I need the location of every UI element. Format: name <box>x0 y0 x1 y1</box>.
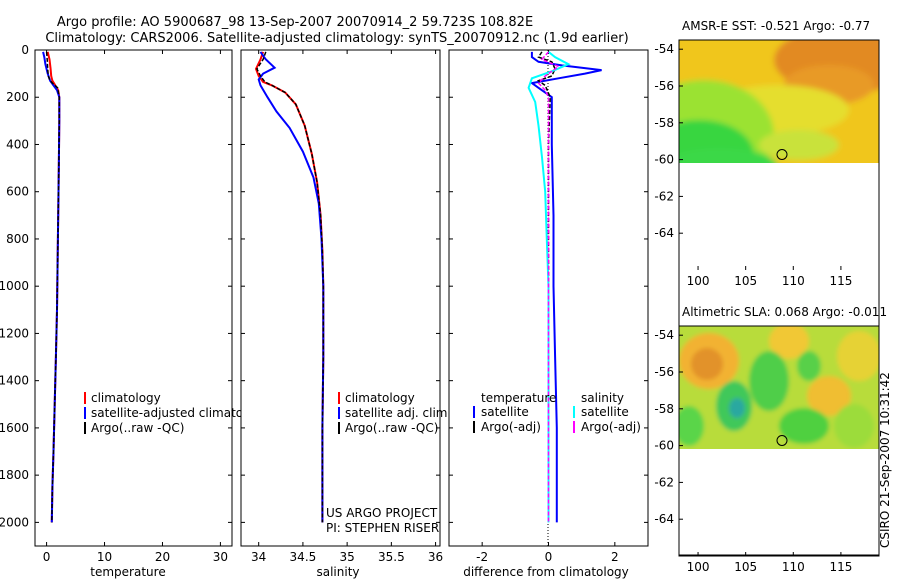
sst-profile-marker <box>776 149 788 160</box>
sst-map-title: AMSR-E SST: -0.521 Argo: -0.77 <box>682 19 870 33</box>
y-tick-label: -54 <box>654 328 674 342</box>
sla-field <box>679 326 879 449</box>
x-tick-label: 35 <box>339 550 354 564</box>
y-tick-label: -58 <box>654 116 674 130</box>
sla-map-ticks: 100 105 110 115 -54 -56 -58 -60 -62 -64 <box>654 328 852 574</box>
sst-map-panel: AMSR-E SST: -0.521 Argo: -0.77 100 105 110… <box>654 19 880 556</box>
credit-project: US ARGO PROJECT <box>326 506 438 520</box>
salinity-ticks: 34 34.5 35 35.5 36 <box>241 49 443 564</box>
sla-profile-marker <box>776 435 788 446</box>
y-tick-label: -60 <box>654 153 674 167</box>
series-line-argo-raw-qc <box>256 51 325 523</box>
temperature-ticks: 0 10 20 30 0 200 400 600 800 1000 1200 1400 1600 1800… <box>0 43 232 564</box>
difference-legend: temperature salinity satellite Argo(-adj… <box>473 391 641 434</box>
y-tick-label: -62 <box>654 475 674 489</box>
difference-lines <box>527 51 602 523</box>
difference-xlabel: difference from climatology <box>463 565 629 579</box>
legend-label-argo: Argo(..raw -QC) <box>345 421 438 435</box>
temperature-axes <box>34 49 233 547</box>
y-tick-label: 1600 <box>0 421 29 435</box>
series-line-argo-raw-qc <box>45 51 61 523</box>
x-tick-label: 2 <box>611 550 619 564</box>
sst-map-ticks: 100 105 110 115 -54 -56 -58 -60 -62 -64 <box>654 42 852 288</box>
legend-label-salinity-argo: Argo(-adj) <box>581 420 641 434</box>
sst-field <box>679 40 879 163</box>
x-tick-label: 0 <box>545 550 553 564</box>
series-line-salinity-argo-adj <box>537 51 561 523</box>
salinity-panel: 34 34.5 35 35.5 36 salinity climatology sate… <box>240 49 451 579</box>
difference-ticks: -2 0 2 <box>449 49 648 564</box>
legend-label-satellite: satellite adj. clim. <box>345 406 451 420</box>
temperature-lines <box>42 51 61 523</box>
y-tick-label: 1800 <box>0 468 29 482</box>
y-tick-label: 2000 <box>0 515 29 529</box>
legend-label-climatology: climatology <box>345 391 415 405</box>
sst-map-axes <box>678 39 880 556</box>
legend-title-salinity: salinity <box>581 391 624 405</box>
x-tick-label: 105 <box>734 560 757 574</box>
temperature-panel: 0 10 20 30 0 200 400 600 800 1000 1200 1400 1600 1800… <box>0 43 269 579</box>
sla-map-title: Altimetric SLA: 0.068 Argo: -0.011 <box>682 305 887 319</box>
x-tick-label: 115 <box>829 560 852 574</box>
salinity-xlabel: salinity <box>316 565 359 579</box>
y-tick-label: -56 <box>654 79 674 93</box>
credit-pi: PI: STEPHEN RISER <box>326 521 439 535</box>
x-tick-label: 100 <box>687 560 710 574</box>
x-tick-label: 35.5 <box>378 550 405 564</box>
x-tick-label: 20 <box>155 550 170 564</box>
legend-label-argo: Argo(..raw -QC) <box>91 421 184 435</box>
x-tick-label: 105 <box>734 274 757 288</box>
y-tick-label: 400 <box>6 137 29 151</box>
y-tick-label: -64 <box>654 226 674 240</box>
x-tick-label: 30 <box>213 550 228 564</box>
salinity-legend: climatology satellite adj. clim. Argo(..… <box>338 391 451 435</box>
y-tick-label: 800 <box>6 232 29 246</box>
x-tick-label: 110 <box>782 560 805 574</box>
difference-panel: -2 0 2 difference from climatology tempera… <box>448 49 649 579</box>
y-tick-label: 0 <box>21 43 29 57</box>
csiro-timestamp: CSIRO 21-Sep-2007 10:31:42 <box>878 372 892 548</box>
legend-label-satellite-adjusted: satellite-adjusted climatology <box>91 406 269 420</box>
sla-map-panel: Altimetric SLA: 0.068 Argo: -0.011 <box>654 305 887 574</box>
y-tick-label: -56 <box>654 365 674 379</box>
y-tick-label: -54 <box>654 42 674 56</box>
y-tick-label: 1400 <box>0 374 29 388</box>
temperature-legend: climatology satellite-adjusted climatolo… <box>84 391 269 435</box>
y-tick-label: -58 <box>654 402 674 416</box>
y-tick-label: 1000 <box>0 279 29 293</box>
y-tick-label: -60 <box>654 439 674 453</box>
legend-title-temperature: temperature <box>481 391 556 405</box>
legend-label-temperature-argo: Argo(-adj) <box>481 420 541 434</box>
sla-map-axes <box>678 325 880 557</box>
y-tick-label: 1200 <box>0 326 29 340</box>
x-tick-label: -2 <box>476 550 488 564</box>
y-tick-label: 600 <box>6 185 29 199</box>
x-tick-label: 36 <box>428 550 443 564</box>
salinity-lines <box>254 51 325 523</box>
y-tick-label: 200 <box>6 90 29 104</box>
legend-label-salinity-satellite: satellite <box>581 405 629 419</box>
x-tick-label: 115 <box>829 274 852 288</box>
legend-label-temperature-satellite: satellite <box>481 405 529 419</box>
x-tick-label: 34.5 <box>290 550 317 564</box>
x-tick-label: 100 <box>687 274 710 288</box>
figure-title-line2: Climatology: CARS2006. Satellite-adjuste… <box>45 31 628 46</box>
x-tick-label: 110 <box>782 274 805 288</box>
figure-title-line1: Argo profile: AO 5900687_98 13-Sep-2007 … <box>57 15 533 30</box>
x-tick-label: 0 <box>43 550 51 564</box>
salinity-axes <box>240 49 441 547</box>
legend-label-climatology: climatology <box>91 391 161 405</box>
temperature-xlabel: temperature <box>90 565 165 579</box>
x-tick-label: 10 <box>97 550 112 564</box>
x-tick-label: 34 <box>251 550 266 564</box>
y-tick-label: -62 <box>654 189 674 203</box>
y-tick-label: -64 <box>654 512 674 526</box>
